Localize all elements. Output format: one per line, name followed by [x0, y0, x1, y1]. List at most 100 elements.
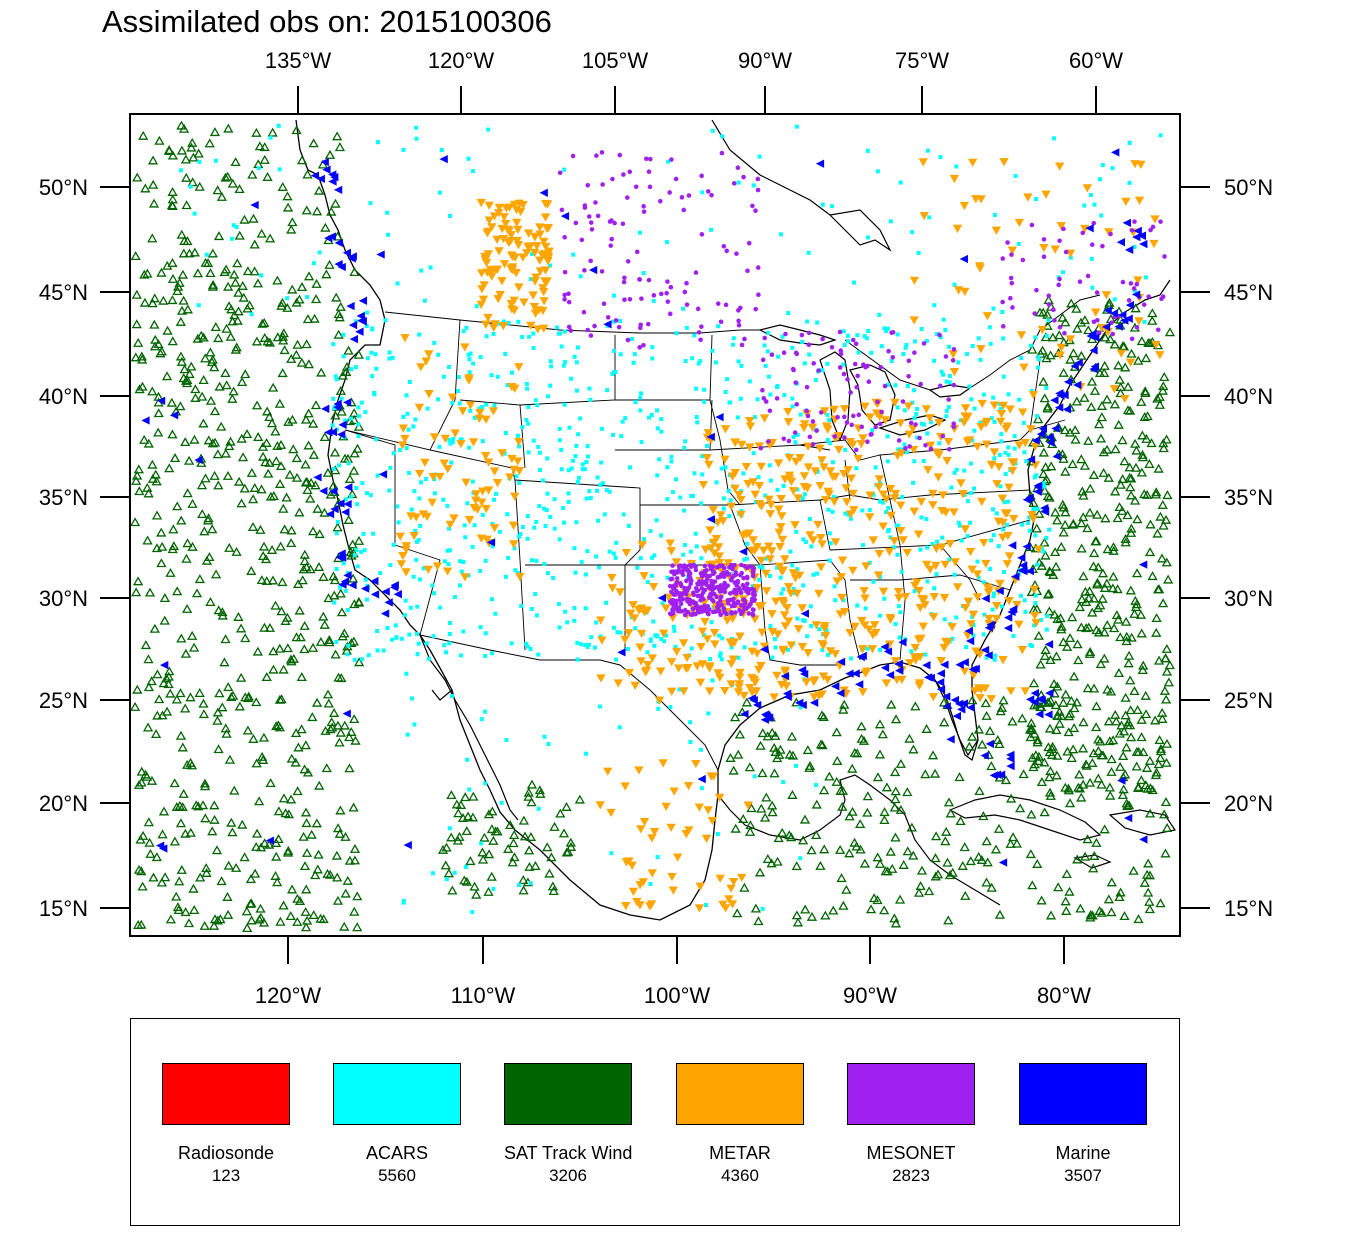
obs-marker: [603, 767, 613, 776]
obs-marker: [442, 643, 447, 648]
obs-marker: [530, 233, 540, 242]
obs-marker: [900, 399, 906, 404]
obs-marker: [1030, 750, 1041, 760]
jamaica: [1073, 854, 1112, 869]
obs-marker: [263, 468, 274, 478]
obs-marker: [838, 348, 844, 353]
obs-marker: [845, 629, 855, 638]
obs-marker: [828, 905, 839, 915]
obs-marker: [864, 336, 869, 341]
obs-marker: [777, 512, 787, 521]
obs-marker: [130, 517, 141, 527]
obs-marker: [191, 800, 202, 810]
obs-marker: [687, 575, 693, 581]
obs-marker: [969, 491, 974, 496]
obs-marker: [425, 406, 430, 411]
obs-marker: [750, 678, 760, 687]
obs-marker: [1134, 317, 1144, 326]
obs-marker: [159, 844, 168, 853]
obs-marker: [708, 538, 719, 547]
obs-marker: [178, 168, 183, 173]
obs-marker: [230, 344, 241, 354]
obs-marker: [1110, 709, 1121, 719]
obs-marker: [1053, 882, 1064, 892]
obs-marker: [968, 520, 973, 525]
obs-marker: [1015, 803, 1026, 813]
obs-marker: [947, 344, 952, 349]
obs-marker: [649, 413, 654, 418]
obs-marker: [531, 346, 536, 351]
obs-marker: [314, 780, 325, 790]
obs-marker: [278, 503, 289, 513]
obs-marker: [683, 663, 693, 673]
obs-marker: [241, 429, 253, 439]
obs-marker: [947, 374, 952, 379]
obs-marker: [1046, 461, 1057, 471]
obs-marker: [762, 731, 773, 741]
obs-marker: [466, 573, 471, 578]
obs-marker: [860, 621, 870, 630]
obs-marker: [863, 606, 868, 611]
obs-marker: [691, 759, 701, 769]
obs-marker: [132, 576, 144, 586]
obs-marker: [920, 769, 931, 779]
obs-marker: [483, 709, 488, 714]
obs-marker: [188, 184, 193, 189]
obs-marker: [982, 312, 993, 321]
obs-marker: [232, 258, 243, 268]
obs-marker: [546, 852, 557, 862]
obs-marker: [288, 444, 299, 454]
obs-marker: [198, 418, 209, 428]
obs-marker: [136, 766, 147, 776]
obs-marker: [1130, 438, 1141, 448]
obs-marker: [678, 639, 689, 648]
obs-marker: [230, 277, 241, 287]
obs-marker: [902, 846, 913, 856]
obs-marker: [319, 619, 330, 629]
obs-marker: [1037, 695, 1046, 705]
obs-marker: [585, 644, 590, 649]
obs-marker: [432, 562, 443, 571]
obs-marker: [843, 447, 848, 452]
obs-marker: [927, 750, 939, 760]
obs-marker: [305, 295, 310, 300]
obs-marker: [973, 724, 985, 734]
obs-marker: [975, 264, 985, 273]
obs-marker: [655, 633, 660, 638]
obs-marker: [639, 296, 644, 301]
obs-marker: [642, 537, 647, 542]
obs-marker: [846, 339, 851, 344]
obs-marker: [1045, 695, 1056, 705]
obs-marker: [492, 265, 503, 274]
obs-marker: [775, 565, 780, 570]
obs-marker: [669, 569, 674, 575]
obs-marker: [1162, 823, 1173, 833]
obs-marker: [439, 155, 448, 164]
obs-marker: [898, 638, 907, 647]
obs-marker: [533, 591, 538, 596]
obs-marker: [912, 589, 917, 594]
obs-marker: [549, 364, 554, 369]
obs-marker: [396, 560, 407, 569]
obs-marker: [328, 708, 340, 717]
obs-marker: [854, 384, 860, 390]
obs-marker: [704, 567, 709, 573]
obs-marker: [1068, 348, 1079, 358]
obs-marker: [1091, 722, 1102, 732]
obs-marker: [808, 536, 818, 545]
obs-marker: [798, 856, 803, 861]
obs-marker: [331, 292, 342, 302]
obs-marker: [242, 266, 254, 276]
obs-marker: [943, 327, 948, 332]
obs-marker: [147, 459, 158, 469]
obs-marker: [272, 275, 283, 285]
obs-marker: [1128, 281, 1134, 286]
obs-marker: [346, 301, 355, 311]
obs-marker: [713, 360, 718, 365]
obs-marker: [693, 585, 699, 591]
obs-marker: [401, 414, 406, 419]
obs-marker: [1124, 405, 1136, 415]
obs-marker: [479, 841, 484, 846]
obs-marker: [1058, 367, 1069, 377]
obs-marker: [292, 893, 303, 903]
